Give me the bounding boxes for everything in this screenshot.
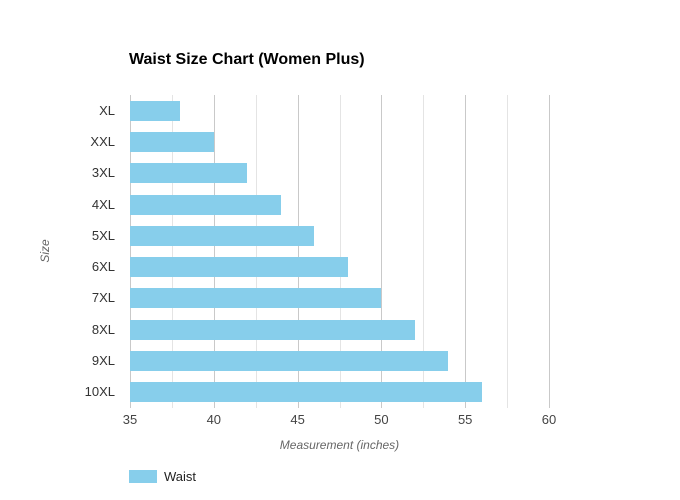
major-gridline xyxy=(213,95,215,408)
minor-gridline xyxy=(339,95,341,408)
bar-5xl[interactable] xyxy=(130,225,315,246)
major-gridline xyxy=(381,95,383,408)
bar-8xl[interactable] xyxy=(130,319,415,340)
category-label: 8XL xyxy=(91,321,115,337)
major-gridline xyxy=(297,95,299,408)
bar-10xl[interactable] xyxy=(130,382,482,403)
x-axis-labels: 35 40 45 50 55 60 xyxy=(123,412,556,428)
bar-xxl[interactable] xyxy=(130,131,214,152)
minor-gridline xyxy=(255,95,257,408)
x-tick-label: 40 xyxy=(206,412,222,427)
bar-3xl[interactable] xyxy=(130,163,248,184)
category-label: 3XL xyxy=(91,165,115,181)
category-label: XXL xyxy=(90,133,115,149)
x-tick-label: 55 xyxy=(457,412,473,427)
legend-swatch xyxy=(129,470,157,483)
x-tick-label: 50 xyxy=(374,412,389,427)
x-tick-label: 60 xyxy=(541,412,557,427)
category-label: 7XL xyxy=(91,290,115,306)
category-label: XL xyxy=(99,102,115,118)
category-label: 5XL xyxy=(91,227,115,243)
bar-4xl[interactable] xyxy=(130,194,281,215)
category-label: 10XL xyxy=(84,384,115,400)
chart-title: Waist Size Chart (Women Plus) xyxy=(129,51,365,68)
y-axis-labels: XL XXL 3XL 4XL 5XL 6XL 7XL 8XL 9XL 10XL xyxy=(0,95,115,408)
category-label: 4XL xyxy=(91,196,115,212)
category-label: 9XL xyxy=(91,353,115,369)
bar-6xl[interactable] xyxy=(130,257,348,278)
bar-9xl[interactable] xyxy=(130,351,449,372)
bar-xl[interactable] xyxy=(130,100,181,121)
category-label: 6XL xyxy=(91,259,115,275)
x-axis-title: Measurement (inches) xyxy=(279,438,400,452)
bar-7xl[interactable] xyxy=(130,288,382,309)
x-tick-label: 35 xyxy=(122,412,138,427)
major-gridline xyxy=(549,95,550,408)
legend-label: Waist xyxy=(164,469,197,484)
minor-gridline xyxy=(507,95,509,408)
major-gridline xyxy=(465,95,467,408)
x-tick-label: 45 xyxy=(290,412,305,427)
minor-gridline xyxy=(171,95,173,408)
plot-area xyxy=(130,95,550,408)
minor-gridline xyxy=(423,95,425,408)
major-gridline xyxy=(130,95,131,408)
legend: Waist xyxy=(129,469,196,484)
